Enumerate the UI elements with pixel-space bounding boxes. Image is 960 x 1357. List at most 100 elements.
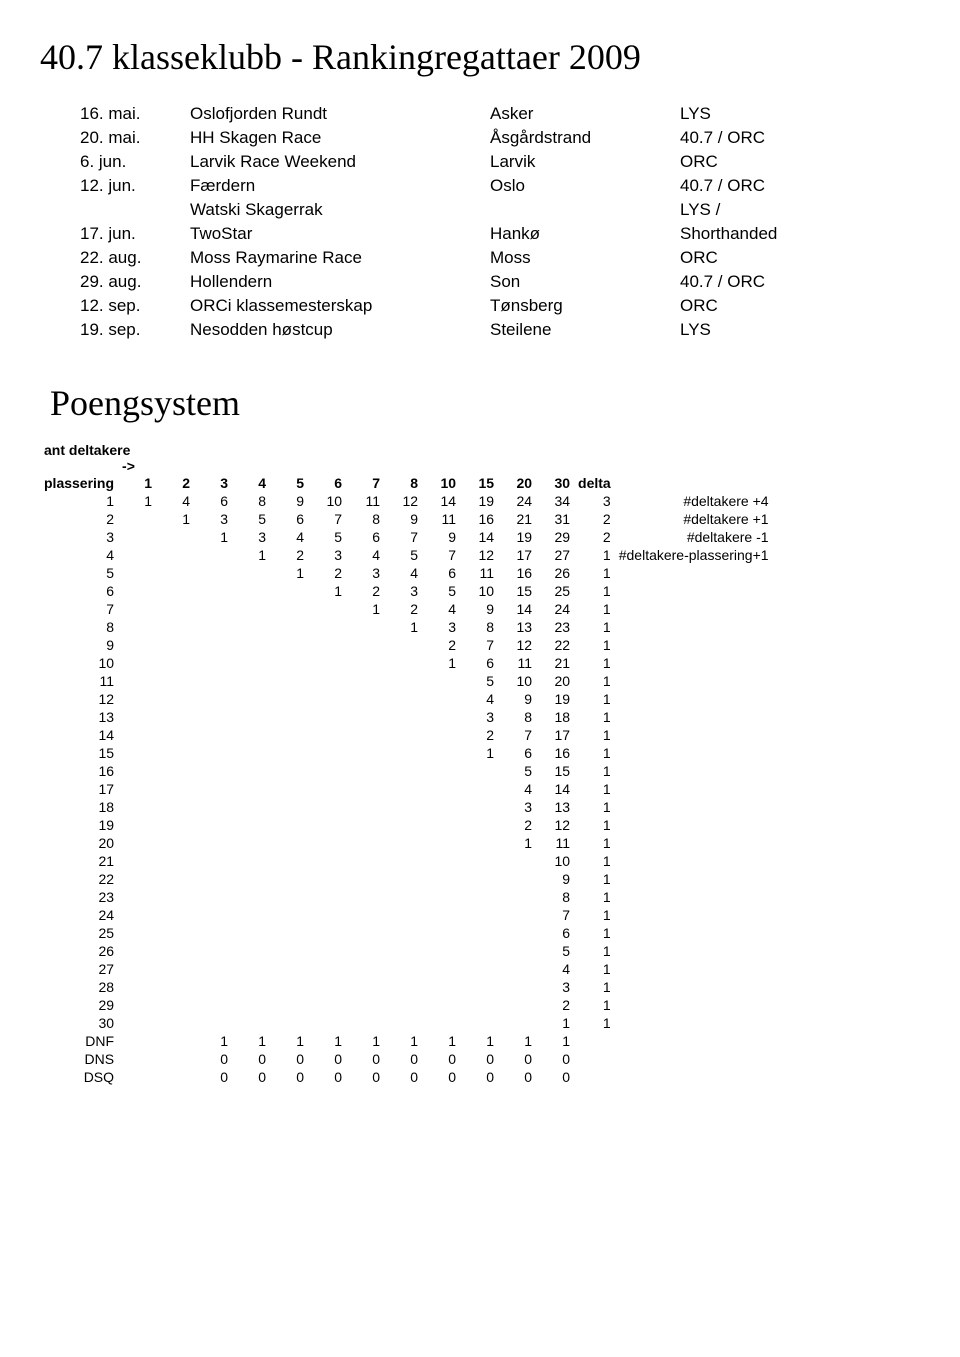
poeng-note (615, 870, 773, 888)
poeng-section: ant deltakere->plassering123456781015203… (40, 442, 920, 1086)
poeng-cell: 6 (536, 924, 574, 942)
poeng-cell: 0 (270, 1068, 308, 1086)
poeng-cell: 3 (498, 798, 536, 816)
poeng-cell (194, 870, 232, 888)
poeng-cell (422, 672, 460, 690)
poeng-cell: 24 (536, 600, 574, 618)
poeng-cell (422, 888, 460, 906)
poeng-cell: 10 (498, 672, 536, 690)
poeng-table: ant deltakere->plassering123456781015203… (40, 442, 773, 1086)
poeng-cell: 9 (498, 690, 536, 708)
poeng-note (615, 726, 773, 744)
poeng-cell (308, 924, 346, 942)
poeng-cell (460, 834, 498, 852)
poeng-cell (270, 708, 308, 726)
poeng-cell (346, 780, 384, 798)
poeng-cell: 1 (308, 582, 346, 600)
poeng-col-header: 4 (232, 474, 270, 492)
poeng-cell: 0 (498, 1068, 536, 1086)
poeng-cell: 14 (536, 780, 574, 798)
poeng-cell (156, 618, 194, 636)
poeng-cell (156, 978, 194, 996)
poeng-note (615, 924, 773, 942)
poeng-cell: 1 (346, 1032, 384, 1050)
poeng-cell (346, 906, 384, 924)
poeng-cell (308, 816, 346, 834)
poeng-row: 41234571217271#deltakere-plassering+1 (40, 546, 773, 564)
poeng-cell: 1 (118, 492, 156, 510)
poeng-cell (156, 870, 194, 888)
poeng-cell (346, 744, 384, 762)
poeng-cell: 1 (574, 564, 615, 582)
poeng-cell: 0 (536, 1068, 574, 1086)
poeng-note (615, 654, 773, 672)
poeng-col-header: 15 (460, 474, 498, 492)
poeng-note (615, 978, 773, 996)
poeng-cell (498, 960, 536, 978)
poeng-cell: 8 (232, 492, 270, 510)
poeng-cell (156, 960, 194, 978)
poeng-cell (460, 816, 498, 834)
poeng-row-label: 19 (40, 816, 118, 834)
poeng-cell: 14 (460, 528, 498, 546)
poeng-prehdr: ant deltakere (40, 442, 156, 458)
poeng-cell: 0 (270, 1050, 308, 1068)
poeng-cell: 8 (536, 888, 574, 906)
poeng-row: 201111 (40, 834, 773, 852)
poeng-cell (574, 1050, 615, 1068)
poeng-cell (574, 1032, 615, 1050)
poeng-cell: 4 (422, 600, 460, 618)
poeng-note (615, 636, 773, 654)
poeng-cell: 1 (574, 636, 615, 654)
regatta-cell: Nesodden høstcup (190, 318, 490, 342)
poeng-cell: 11 (536, 834, 574, 852)
regatta-cell: Son (490, 270, 680, 294)
poeng-cell: 2 (270, 546, 308, 564)
poeng-row: 1516161 (40, 744, 773, 762)
poeng-cell (194, 672, 232, 690)
regatta-cell: 12. jun. (80, 174, 190, 198)
poeng-cell (384, 942, 422, 960)
poeng-cell (270, 582, 308, 600)
poeng-note (615, 816, 773, 834)
poeng-note (615, 1050, 773, 1068)
poeng-cell (384, 744, 422, 762)
poeng-cell: 5 (422, 582, 460, 600)
poeng-cell (194, 852, 232, 870)
regatta-row: 6. jun.Larvik Race WeekendLarvikORC (80, 150, 850, 174)
poeng-cell (118, 798, 156, 816)
poeng-cell (232, 960, 270, 978)
poeng-note (615, 852, 773, 870)
poeng-cell (194, 636, 232, 654)
poeng-cell (118, 888, 156, 906)
poeng-row-label: 27 (40, 960, 118, 978)
poeng-cell (194, 744, 232, 762)
poeng-cell (346, 636, 384, 654)
poeng-cell (270, 996, 308, 1014)
poeng-note (615, 744, 773, 762)
poeng-cell (270, 924, 308, 942)
poeng-cell (232, 1014, 270, 1032)
regatta-row: Watski SkagerrakLYS / (80, 198, 850, 222)
poeng-cell (384, 654, 422, 672)
poeng-cell (118, 582, 156, 600)
poeng-cell: 12 (536, 816, 574, 834)
regatta-row: 20. mai.HH Skagen RaceÅsgårdstrand40.7 /… (80, 126, 850, 150)
poeng-cell: 0 (422, 1068, 460, 1086)
poeng-cell (156, 600, 194, 618)
poeng-row-label: 7 (40, 600, 118, 618)
poeng-cell: 1 (574, 1014, 615, 1032)
poeng-cell (232, 816, 270, 834)
poeng-col-header: 3 (194, 474, 232, 492)
poeng-row: 21101 (40, 852, 773, 870)
poeng-cell (384, 636, 422, 654)
poeng-cell: 11 (498, 654, 536, 672)
poeng-row-label: 28 (40, 978, 118, 996)
poeng-cell: 1 (574, 582, 615, 600)
poeng-cell: 1 (574, 906, 615, 924)
poeng-cell: 1 (574, 780, 615, 798)
poeng-row-label: 9 (40, 636, 118, 654)
poeng-cell (194, 708, 232, 726)
poeng-row-label: 4 (40, 546, 118, 564)
poeng-cell (118, 744, 156, 762)
